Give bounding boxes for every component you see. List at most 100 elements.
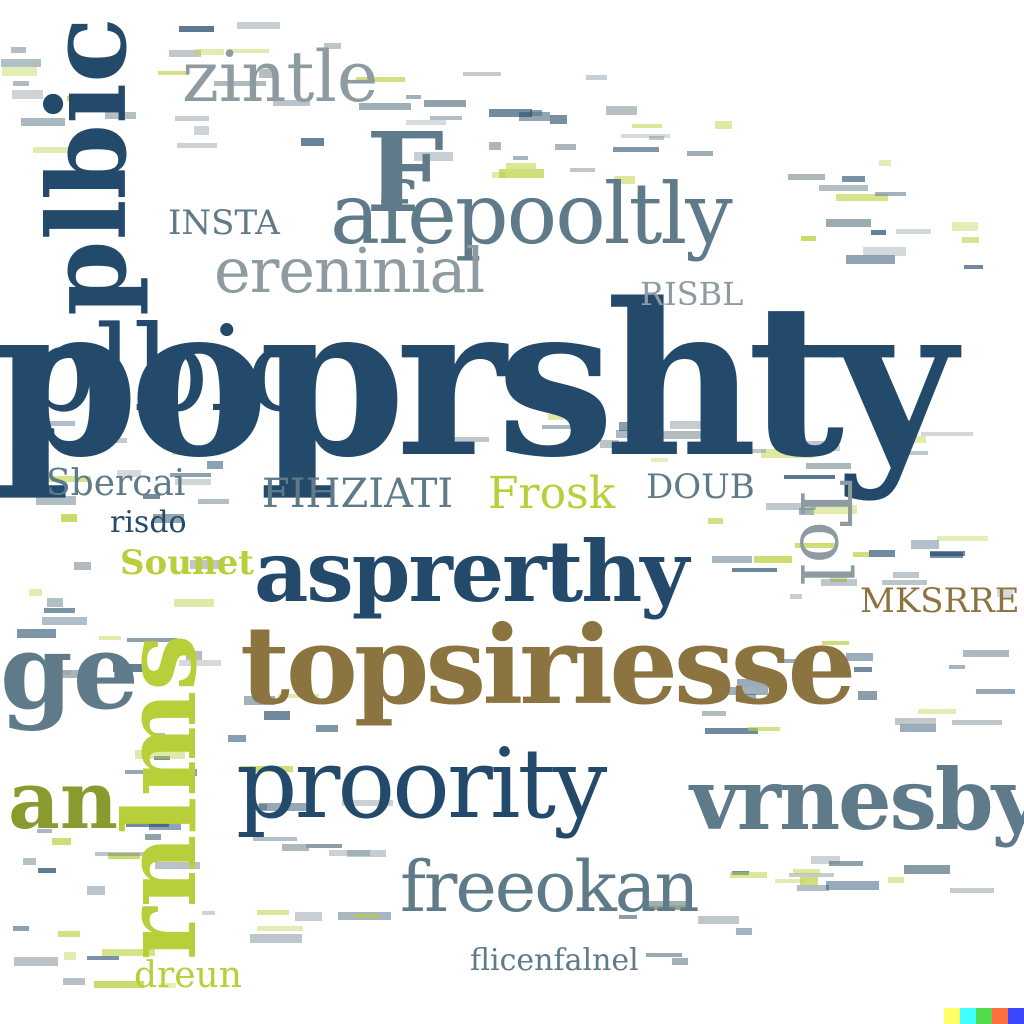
filler-mark [570,168,595,172]
filler-mark [37,829,52,833]
filler-mark [14,957,58,966]
filler-mark [871,230,886,235]
filler-mark [789,873,834,877]
word-plbic-vertical: plbic [25,17,151,316]
filler-mark [145,834,161,840]
filler-mark [902,451,928,455]
filler-mark [240,766,293,772]
filler-mark [846,255,895,264]
word-flicenfalnel: flicenfalnel [470,943,639,978]
filler-mark [904,865,950,874]
word-big-f: F [366,108,445,237]
filler-mark [918,709,956,714]
filler-mark [58,931,80,937]
filler-mark [705,728,758,734]
filler-mark [99,636,121,640]
word-risbl: RISBL [640,275,744,313]
filler-mark [854,667,872,672]
filler-mark [47,476,91,482]
filler-mark [87,956,119,960]
filler-mark [38,868,56,873]
filler-mark [826,219,871,227]
filler-mark [799,508,814,515]
filler-mark [170,473,211,477]
filler-mark [259,803,307,811]
filler-mark [406,95,421,99]
filler-mark [715,121,732,129]
filler-mark [257,926,303,931]
filler-mark [952,222,978,231]
filler-mark [127,638,177,642]
filler-mark [821,579,857,586]
filler-mark [172,450,207,455]
word-ge: ge [0,610,139,733]
filler-mark [228,735,246,742]
filler-mark [54,670,85,678]
filler-mark [822,641,849,645]
filler-mark [718,687,768,695]
filler-mark [29,589,42,596]
filler-mark [17,629,56,638]
filler-mark [186,651,202,660]
filler-mark [126,822,169,827]
filler-mark [499,169,544,178]
filler-mark [23,858,36,865]
filler-mark [888,877,904,883]
word-dreun: dreun [134,955,242,996]
color-strip [944,1008,1024,1024]
filler-mark [143,494,160,499]
filler-mark [295,912,322,921]
filler-mark [198,499,229,504]
filler-mark [237,22,280,29]
filler-mark [698,916,739,924]
filler-mark [930,552,963,558]
filler-mark [21,118,65,126]
filler-mark [550,115,567,124]
filler-mark [492,172,506,178]
filler-mark [879,160,891,166]
filler-mark [952,720,1002,725]
filler-mark [790,594,802,599]
filler-mark [761,449,813,458]
filler-mark [882,440,903,447]
filler-mark [702,711,726,716]
filler-mark [542,425,585,429]
filler-mark [179,26,214,32]
filler-mark [780,441,824,447]
filler-mark [278,694,319,698]
filler-mark [264,711,290,720]
filler-mark [13,926,29,931]
filler-mark [949,665,965,669]
filler-mark [151,733,165,738]
filler-mark [800,877,818,885]
filler-mark [806,463,851,469]
filler-mark [23,421,75,426]
filler-mark [259,69,274,78]
color-strip-swatch-1 [944,1008,960,1024]
word-sbercai: Sbercai [46,463,186,504]
filler-mark [784,475,835,479]
filler-mark [42,617,87,625]
filler-mark [730,872,767,878]
filler-mark [44,608,75,613]
word-ereninial: ereninial [214,234,485,307]
filler-mark [158,71,188,75]
filler-mark [519,112,550,121]
filler-mark [64,952,76,960]
filler-mark [135,750,185,759]
filler-mark [153,514,184,523]
filler-mark [976,689,1015,694]
filler-mark [649,136,664,140]
filler-mark [489,142,501,150]
filler-mark [154,756,170,760]
filler-mark [95,852,147,856]
filler-mark [424,100,466,107]
word-zintle: zintle [182,36,379,118]
filler-mark [819,185,868,191]
filler-mark [36,496,76,505]
filler-mark [306,844,342,848]
filler-mark [555,144,576,150]
filler-mark [830,577,847,582]
filler-mark [766,503,816,510]
